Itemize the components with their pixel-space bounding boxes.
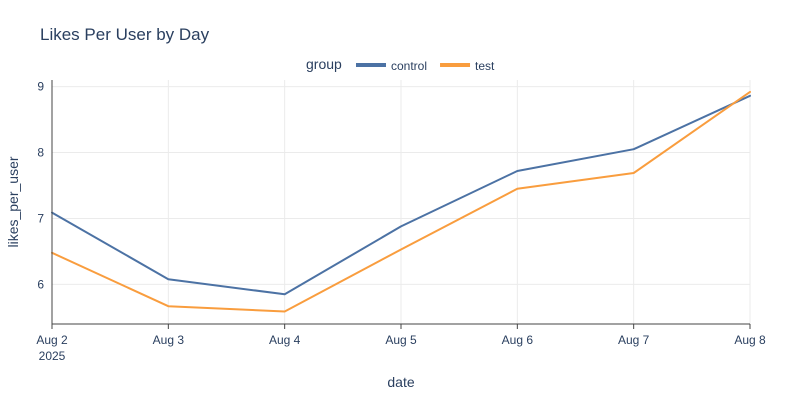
x-tick-label: Aug 7 xyxy=(618,333,650,347)
x-axis-title: date xyxy=(387,374,414,390)
y-axis-title: likes_per_user xyxy=(5,156,21,247)
series-lines xyxy=(51,90,751,313)
x-tick-label: Aug 3 xyxy=(153,333,185,347)
x-tick-label: Aug 8 xyxy=(734,333,766,347)
legend-label: test xyxy=(475,59,495,73)
y-tick-label: 6 xyxy=(37,277,44,291)
y-tick-label: 9 xyxy=(37,80,44,94)
x-tick-label: Aug 5 xyxy=(385,333,417,347)
legend-title: group xyxy=(306,56,342,72)
legend[interactable]: group control test xyxy=(306,56,495,73)
y-axis-ticks: 6 7 8 9 xyxy=(37,80,44,292)
y-tick-label: 7 xyxy=(37,211,44,225)
x-axis-ticks: Aug 2 Aug 3 Aug 4 Aug 5 Aug 6 Aug 7 Aug 8 xyxy=(36,324,766,347)
legend-item-control[interactable]: control xyxy=(356,59,427,73)
series-line-test xyxy=(51,90,751,313)
legend-item-test[interactable]: test xyxy=(440,59,495,73)
y-tick-label: 8 xyxy=(37,146,44,160)
x-year-label: 2025 xyxy=(39,349,66,363)
x-tick-label: Aug 2 xyxy=(36,333,68,347)
x-tick-label: Aug 4 xyxy=(269,333,301,347)
chart-title: Likes Per User by Day xyxy=(40,25,210,44)
x-tick-label: Aug 6 xyxy=(502,333,534,347)
x-gridlines xyxy=(167,80,751,324)
series-line-control xyxy=(51,94,751,296)
legend-label: control xyxy=(391,59,427,73)
